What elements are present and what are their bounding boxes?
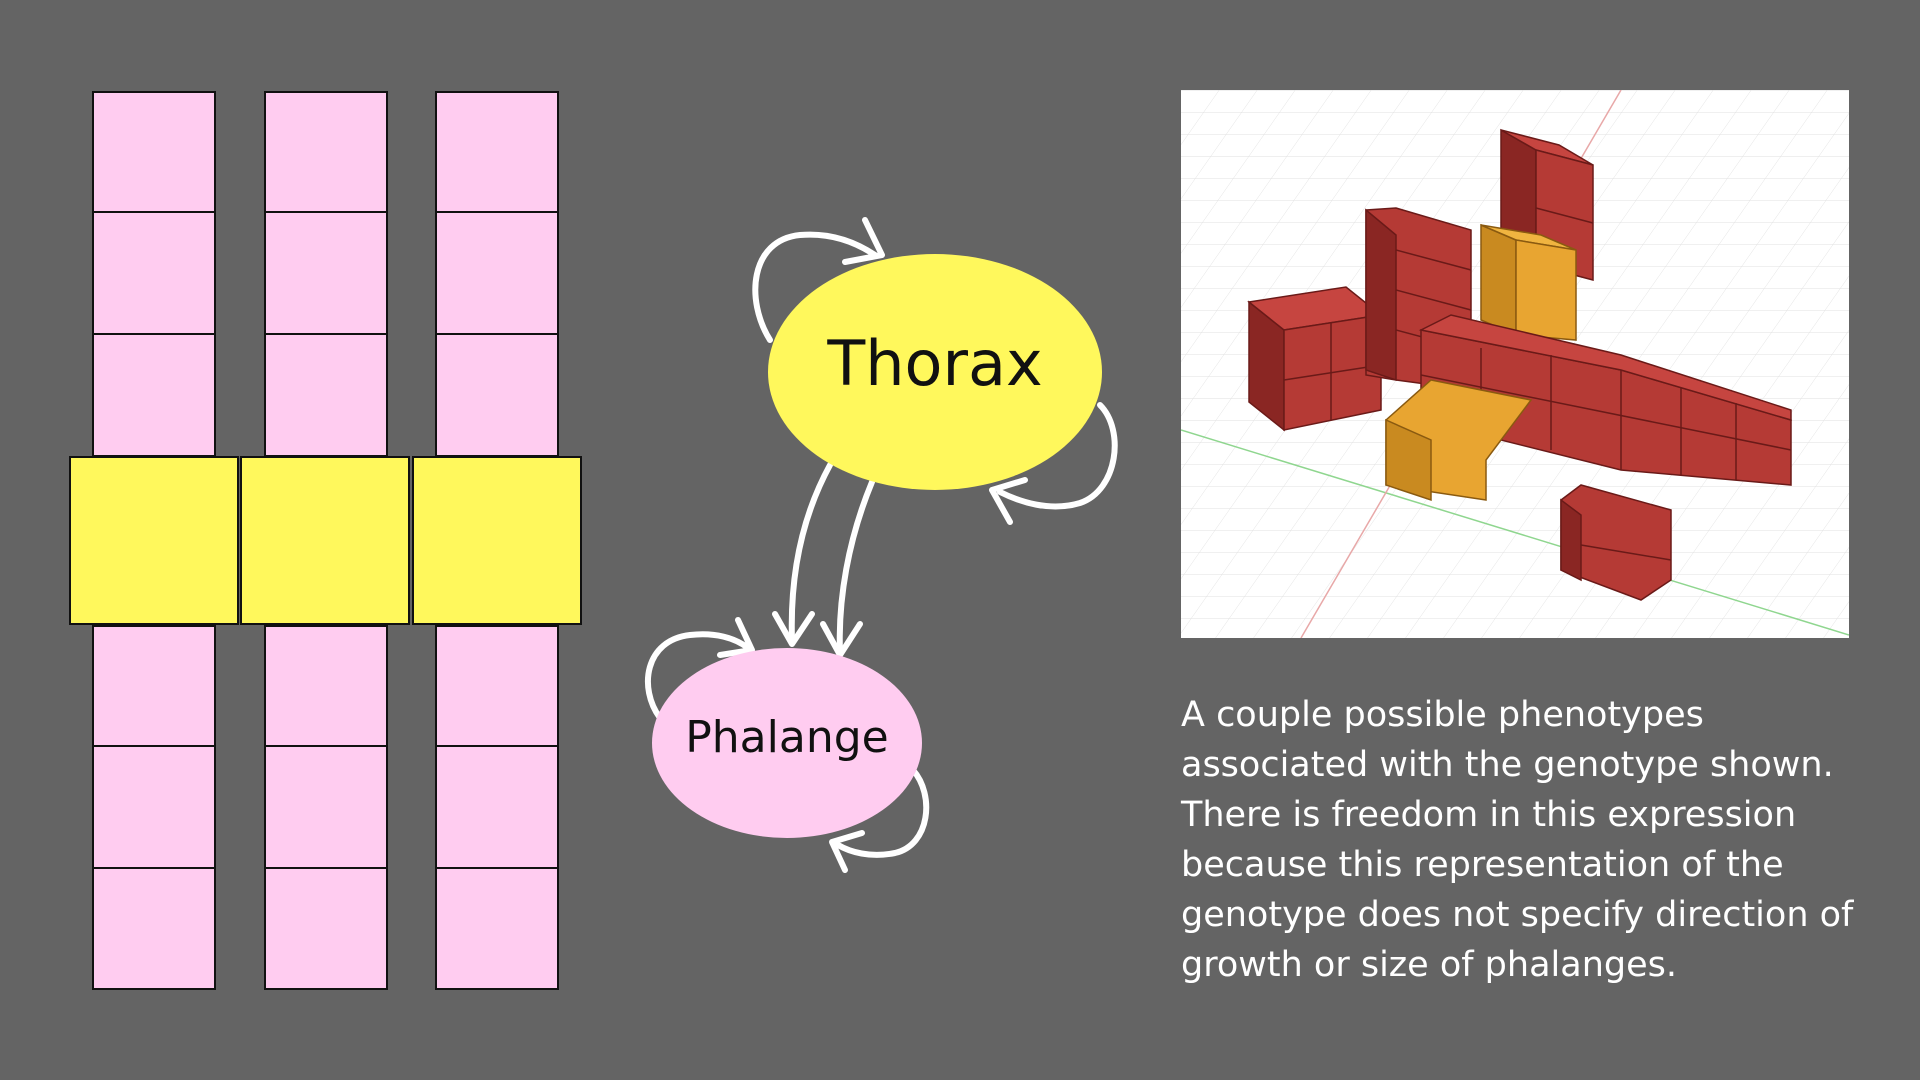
phenotype-render-image	[1181, 90, 1849, 638]
red-cube-cluster	[1247, 286, 1383, 432]
phalange-segment	[92, 745, 216, 869]
arrowhead-icon	[989, 477, 1028, 525]
arrowhead-icon	[717, 617, 755, 658]
phalange-segment	[92, 867, 216, 990]
thorax-segment	[69, 456, 239, 625]
arrowhead-icon	[772, 611, 815, 647]
phalange-segment	[264, 745, 388, 869]
phalange-segment	[435, 625, 559, 747]
genotype-graph: Thorax Phalange	[645, 217, 1118, 873]
thorax-node	[768, 254, 1102, 490]
arrowhead-icon	[842, 217, 885, 265]
thorax-self-loop-edge	[997, 402, 1118, 510]
phalange-segment	[264, 867, 388, 990]
thorax-to-phalange-edge	[836, 479, 875, 655]
phalange-segment	[435, 745, 559, 869]
red-cube-cluster	[1418, 314, 1792, 486]
phalange-node	[652, 648, 922, 838]
orange-cube	[1385, 379, 1533, 502]
phalange-node-label: Phalange	[685, 712, 888, 763]
phalange-segment	[435, 333, 559, 457]
thorax-segment	[412, 456, 582, 625]
red-cube-cluster	[1560, 484, 1672, 601]
arrowhead-icon	[820, 621, 863, 658]
phalange-segment	[435, 211, 559, 335]
phalange-segment	[435, 91, 559, 213]
phalange-segment	[264, 91, 388, 213]
orange-cube	[1480, 223, 1577, 341]
voxel-model-graphic	[1181, 90, 1849, 638]
phalange-segment	[264, 625, 388, 747]
thorax-node-label: Thorax	[826, 327, 1042, 400]
phalange-self-loop-edge	[645, 631, 751, 721]
thorax-self-loop-edge	[752, 231, 878, 343]
phalange-self-loop-edge	[835, 767, 930, 858]
phalange-segment	[435, 867, 559, 990]
phalange-segment	[264, 211, 388, 335]
phalange-segment	[92, 625, 216, 747]
arrowhead-icon	[829, 830, 865, 873]
thorax-segment	[240, 456, 410, 625]
phalange-segment	[264, 333, 388, 457]
thorax-to-phalange-edge	[788, 462, 833, 643]
phenotype-caption: A couple possible phenotypes associated …	[1181, 695, 1854, 985]
phalange-segment	[92, 211, 216, 335]
phalange-segment	[92, 91, 216, 213]
